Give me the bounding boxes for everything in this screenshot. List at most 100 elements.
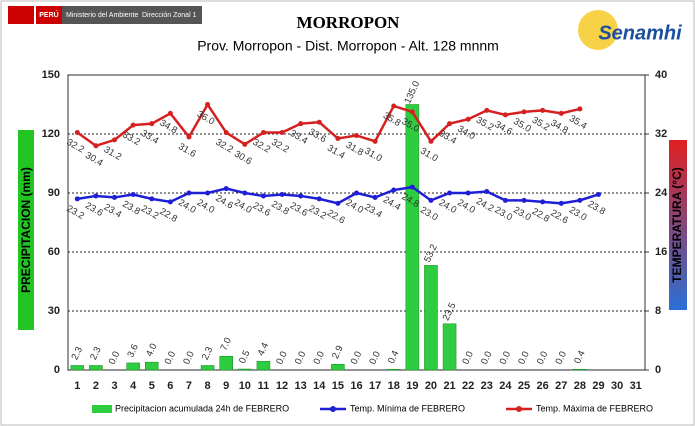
y-axis-label: PRECIPITACION (mm): [19, 167, 33, 293]
data-label: 4.0: [144, 342, 160, 359]
x-tick-label: 21: [443, 380, 455, 392]
point: [279, 191, 285, 197]
point: [74, 196, 80, 202]
x-tick-label: 14: [313, 380, 326, 392]
point: [577, 197, 583, 203]
point: [316, 119, 322, 125]
sun: [578, 10, 618, 50]
x-tick-label: 25: [518, 380, 530, 392]
bar: [70, 365, 85, 371]
bar: [200, 365, 215, 371]
data-label: 2.3: [88, 345, 104, 362]
legend-label: Precipitacion acumulada 24h de FEBRERO: [115, 403, 289, 413]
y-tick-label: 150: [42, 69, 60, 81]
point: [93, 143, 99, 149]
data-label: 0.4: [572, 349, 588, 366]
point: [558, 200, 564, 206]
y2-tick-label: 40: [655, 69, 667, 81]
x-tick-label: 22: [462, 380, 474, 392]
data-label: 2.9: [330, 344, 346, 361]
x-tick-label: 29: [592, 380, 604, 392]
point: [502, 112, 508, 118]
point: [149, 196, 155, 202]
x-tick-label: 8: [205, 380, 211, 392]
point: [223, 130, 229, 136]
data-label: 0.5: [237, 349, 253, 366]
bar: [238, 368, 252, 371]
country: PERÚ: [39, 10, 58, 19]
point: [167, 199, 173, 205]
point: [242, 190, 248, 196]
data-label: 0.0: [274, 350, 290, 367]
bar: [126, 362, 140, 371]
point: [260, 130, 266, 136]
y-tick-label: 0: [54, 364, 60, 376]
y2-tick-label: 24: [655, 187, 668, 199]
data-label: 0.0: [312, 350, 328, 367]
point: [74, 130, 80, 136]
point: [205, 190, 211, 196]
x-tick-label: 17: [369, 380, 381, 392]
x-tick-label: 1: [74, 380, 80, 392]
point: [484, 189, 490, 195]
point: [186, 134, 192, 140]
data-label: 0.4: [386, 349, 402, 366]
line: [76, 102, 581, 148]
data-label: 0.0: [163, 350, 179, 367]
x-tick-label: 23: [481, 380, 493, 392]
y-tick-label: 30: [48, 305, 60, 317]
point: [372, 138, 378, 144]
bar: [144, 361, 159, 371]
data-label: 0.0: [535, 350, 551, 367]
point: [279, 130, 285, 136]
x-tick-label: 30: [611, 380, 623, 392]
data-label: 7.0: [218, 336, 234, 353]
point: [577, 106, 583, 112]
data-label: 0.0: [293, 350, 309, 367]
y-tick-label: 60: [48, 246, 60, 258]
office: Dirección Zonal 1: [142, 12, 197, 19]
point: [447, 190, 453, 196]
data-label: 0.0: [479, 350, 495, 367]
logo-box: [36, 6, 62, 24]
bar: [89, 365, 103, 371]
logo-text: Senamhi: [598, 22, 682, 44]
legend-dot: [516, 406, 522, 412]
point: [372, 194, 378, 200]
point: [130, 122, 136, 128]
y-tick-label: 120: [42, 128, 60, 140]
data-label: 0.0: [460, 350, 476, 367]
x-tick-label: 2: [93, 380, 99, 392]
x-tick-label: 16: [350, 380, 362, 392]
legend-swatch: [92, 405, 112, 413]
x-tick-label: 18: [388, 380, 400, 392]
data-label: 0.0: [367, 350, 383, 367]
data-label: 0.0: [181, 350, 197, 367]
point: [242, 141, 248, 147]
chart-subtitle: Prov. Morropon - Dist. Morropon - Alt. 1…: [197, 38, 499, 54]
bar: [386, 368, 401, 371]
point: [223, 186, 229, 192]
y2-axis-label: TEMPERATURA (°C): [670, 167, 684, 282]
point: [130, 191, 136, 197]
y2-tick-label: 32: [655, 128, 667, 140]
point: [205, 102, 211, 107]
x-tick-label: 31: [630, 380, 642, 392]
point: [391, 103, 397, 109]
x-tick-label: 6: [167, 380, 173, 392]
legend-dot: [330, 406, 336, 412]
point: [558, 110, 564, 116]
x-tick-label: 5: [149, 380, 155, 392]
point: [465, 116, 471, 122]
x-tick-label: 27: [555, 380, 567, 392]
point: [298, 121, 304, 127]
bar: [573, 368, 587, 371]
point: [354, 132, 359, 138]
y2-tick-label: 0: [655, 364, 661, 376]
data-label: 4.4: [256, 341, 272, 358]
x-tick-label: 3: [111, 380, 117, 392]
point: [354, 190, 359, 196]
point: [428, 197, 434, 203]
bar: [424, 265, 438, 371]
